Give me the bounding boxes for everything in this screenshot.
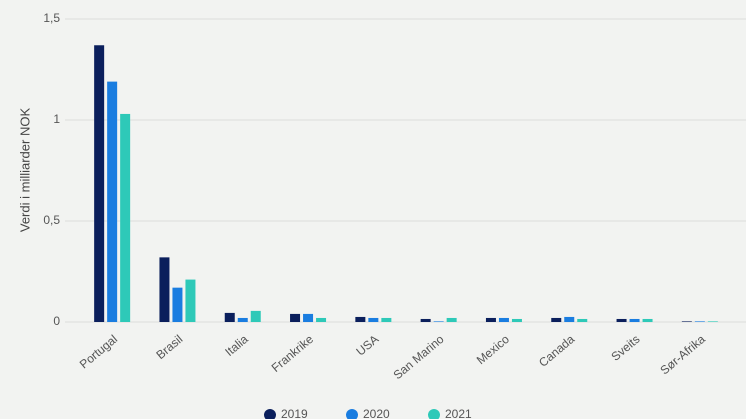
y-axis-title: Verdi i milliarder NOK (17, 108, 32, 233)
bar (694, 321, 705, 322)
bar (564, 316, 575, 322)
x-tick-label: Mexico (474, 332, 512, 367)
bar (511, 318, 522, 322)
y-tick-label: 1 (53, 112, 60, 126)
legend-marker (264, 409, 276, 419)
bar (107, 81, 118, 323)
legend-marker (428, 409, 440, 419)
bar (551, 317, 562, 322)
y-tick-label: 0,5 (43, 213, 60, 227)
bar (681, 321, 692, 322)
bar (446, 317, 457, 322)
legend-marker (346, 409, 358, 419)
bar (616, 318, 627, 322)
bar (159, 257, 170, 322)
bar (642, 318, 653, 322)
bar (250, 310, 261, 322)
bar (577, 318, 588, 322)
x-tick-label: Portugal (77, 332, 120, 371)
bar (707, 321, 718, 322)
bar (433, 321, 444, 322)
legend-label: 2021 (445, 407, 472, 419)
bar (316, 317, 327, 322)
bar (420, 318, 431, 322)
bar (485, 317, 496, 322)
bar (498, 317, 509, 322)
bar (381, 317, 392, 322)
bar (94, 45, 105, 322)
x-tick-label: Canada (536, 332, 577, 370)
x-tick-label: USA (353, 332, 381, 359)
bar (290, 313, 301, 322)
x-tick-label: Italia (222, 332, 251, 359)
bar (224, 312, 235, 322)
bar (185, 279, 196, 322)
bar (355, 316, 366, 322)
x-tick-label: Frankrike (269, 332, 317, 375)
bar (120, 113, 131, 322)
legend-label: 2019 (281, 407, 308, 419)
x-tick-label: Brasil (153, 332, 185, 362)
bar (172, 287, 183, 322)
y-tick-label: 0 (53, 314, 60, 328)
y-tick-label: 1,5 (43, 11, 60, 25)
bar (368, 317, 379, 322)
legend-label: 2020 (363, 407, 390, 419)
bar (303, 313, 314, 322)
x-tick-label: San Marino (391, 332, 447, 382)
x-tick-label: Sør-Afrika (657, 332, 708, 378)
x-tick-label: Sveits (608, 332, 642, 364)
bar (629, 318, 640, 322)
bar (237, 317, 248, 322)
